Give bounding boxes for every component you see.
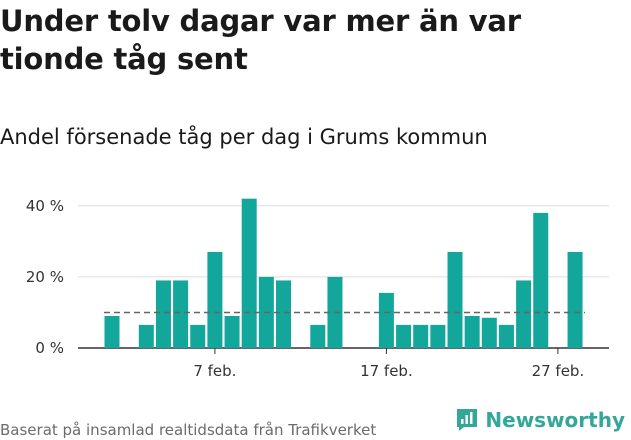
- chart-subtitle: Andel försenade tåg per dag i Grums komm…: [0, 125, 488, 149]
- x-tick-label: 7 feb.: [193, 362, 236, 380]
- bar: [378, 292, 394, 348]
- bar-chart-icon: [457, 409, 478, 431]
- bar: [567, 252, 583, 348]
- bar: [155, 280, 171, 348]
- bar: [430, 324, 446, 348]
- x-tick-label: 27 feb.: [532, 362, 585, 380]
- bar: [173, 280, 189, 348]
- bar: [516, 280, 532, 348]
- source-note: Baserat på insamlad realtidsdata från Tr…: [0, 421, 377, 439]
- brand-logo: Newsworthy: [455, 407, 625, 433]
- bar: [276, 280, 291, 348]
- bar: [207, 252, 223, 348]
- y-tick-label: 20 %: [26, 268, 64, 286]
- chart-title: Under tolv dagar var mer än var tionde t…: [0, 4, 521, 76]
- brand-name: Newsworthy: [485, 408, 625, 432]
- bar: [396, 324, 412, 348]
- x-tick-label: 17 feb.: [360, 362, 413, 380]
- bar: [190, 324, 206, 348]
- bar-chart: 0 % 20 % 40 % 7 feb. 17 feb. 27 feb.: [26, 197, 609, 380]
- bar: [413, 324, 429, 348]
- y-tick-label: 40 %: [26, 197, 64, 215]
- bar: [498, 324, 514, 348]
- bar: [104, 316, 120, 348]
- bar: [481, 317, 497, 348]
- bar: [464, 316, 480, 348]
- bar: [310, 324, 326, 348]
- y-tick-label: 0 %: [35, 339, 64, 357]
- bar: [138, 324, 154, 348]
- bar: [533, 212, 549, 348]
- bar: [224, 316, 240, 348]
- bar: [447, 252, 463, 348]
- bar: [241, 198, 257, 348]
